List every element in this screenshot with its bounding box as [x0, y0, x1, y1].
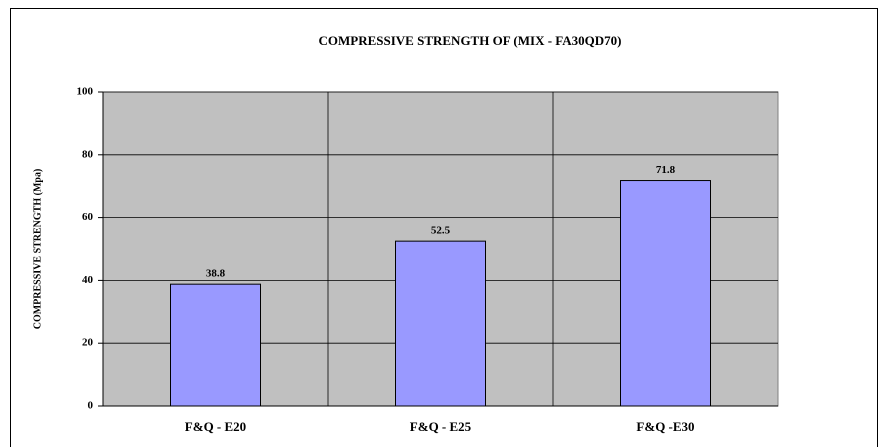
x-tick-label: F&Q - E25: [410, 419, 472, 434]
x-tick-label: F&Q -E30: [636, 419, 694, 434]
data-label: 38.8: [206, 268, 226, 280]
data-label: 52.5: [431, 225, 451, 237]
bar: [620, 180, 711, 407]
bar: [395, 240, 486, 407]
y-tick-label: 0: [88, 400, 94, 412]
chart-title: COMPRESSIVE STRENGTH OF (MIX - FA30QD70): [319, 33, 622, 48]
data-label: 71.8: [656, 164, 676, 176]
y-axis-label: COMPRESSIVE STRENGTH (Mpa): [32, 169, 43, 330]
y-tick-label: 20: [82, 337, 94, 349]
x-tick-label: F&Q - E20: [185, 419, 246, 434]
y-tick-label: 40: [82, 274, 94, 286]
bar: [170, 283, 261, 407]
y-tick-label: 60: [82, 211, 94, 223]
y-tick-label: 100: [77, 86, 94, 98]
chart-border: [10, 8, 878, 447]
y-tick-label: 80: [82, 148, 94, 160]
